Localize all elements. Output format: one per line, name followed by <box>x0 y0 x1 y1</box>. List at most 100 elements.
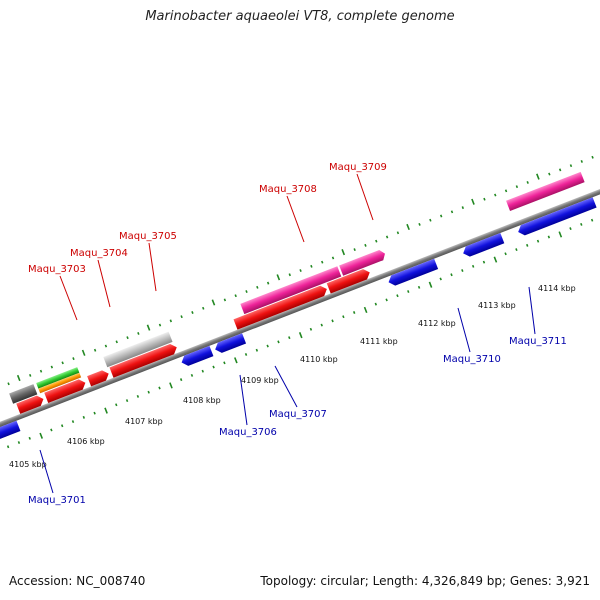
tick-mark <box>245 290 248 293</box>
cds-lightgray <box>103 331 173 368</box>
tick-mark <box>342 315 345 319</box>
tick-mark <box>493 256 498 263</box>
cds-green <box>36 367 80 389</box>
tick-mark <box>17 441 21 444</box>
cds-red-3 <box>87 370 109 387</box>
tick-mark <box>310 264 313 268</box>
tick-mark <box>223 298 227 302</box>
tick-mark <box>548 172 551 176</box>
tick-mark <box>407 290 410 293</box>
cds-pink-long <box>240 266 342 315</box>
tick-mark <box>60 424 64 428</box>
tick-mark <box>352 311 356 314</box>
tick-mark <box>61 361 64 365</box>
tick-mark <box>81 349 86 356</box>
tick-mark <box>569 164 573 168</box>
callout-line <box>286 195 305 243</box>
cds-blue-6 <box>463 233 505 257</box>
tick-label: 4107 kbp <box>125 417 163 426</box>
callout-line <box>239 374 248 426</box>
tick-mark <box>353 248 356 252</box>
tick-mark <box>82 415 86 419</box>
tick-mark <box>288 336 291 340</box>
tick-mark <box>256 285 259 289</box>
tick-mark <box>439 214 443 218</box>
tick-mark <box>364 243 367 247</box>
forward-tick-row <box>7 155 594 386</box>
reverse-tick-row <box>6 218 594 449</box>
tick-mark <box>536 239 540 243</box>
tick-mark <box>482 260 486 264</box>
tick-mark <box>471 198 475 205</box>
cds-blue-7 <box>518 197 597 236</box>
tick-mark <box>255 348 259 352</box>
cds-red-5 <box>233 285 327 330</box>
tick-mark <box>504 252 507 256</box>
cds-red-1 <box>16 395 44 414</box>
tick-label: 4114 kbp <box>538 284 576 293</box>
tick-mark <box>169 382 173 389</box>
tick-mark <box>50 365 54 369</box>
tick-label: 4108 kbp <box>183 396 221 405</box>
tick-mark <box>536 173 540 180</box>
tick-label: 4109 kbp <box>241 376 279 385</box>
callout-line <box>148 242 157 292</box>
tick-mark <box>16 374 21 382</box>
tick-mark <box>526 180 529 184</box>
tick-label: 4106 kbp <box>67 437 105 446</box>
tick-mark <box>299 269 302 272</box>
tick-mark <box>72 357 75 361</box>
tick-mark <box>126 336 129 340</box>
tick-mark <box>298 332 303 339</box>
gene-label[interactable]: Maqu_3708 <box>259 184 317 195</box>
tick-mark <box>504 189 508 193</box>
tick-labels: 4105 kbp 4106 kbp 4107 kbp 4108 kbp 4109 kbp… <box>9 284 576 469</box>
genome-summary-text: Topology: circular; Length: 4,326,849 bp… <box>260 574 590 588</box>
tick-mark <box>515 248 518 252</box>
gene-label[interactable]: Maqu_3710 <box>443 354 501 365</box>
tick-mark <box>244 352 248 356</box>
tick-mark <box>137 332 140 335</box>
tick-mark <box>483 197 486 201</box>
tick-mark <box>104 407 108 414</box>
gene-label[interactable]: Maqu_3711 <box>509 336 567 347</box>
gene-label[interactable]: Maqu_3705 <box>119 231 177 242</box>
tick-mark <box>288 273 291 277</box>
gene-label[interactable]: Maqu_3701 <box>28 495 86 506</box>
tick-mark <box>211 299 216 306</box>
tick-mark <box>471 264 475 268</box>
tick-mark <box>341 249 346 256</box>
tick-mark <box>450 273 453 277</box>
tick-label: 4105 kbp <box>9 460 47 469</box>
tick-mark <box>191 311 194 314</box>
gene-label[interactable]: Maqu_3707 <box>269 409 327 420</box>
tick-mark <box>71 420 75 424</box>
cds-blue-3 <box>181 345 214 366</box>
cds-red-2 <box>44 379 86 404</box>
tick-mark <box>39 432 44 439</box>
tick-mark <box>494 193 497 197</box>
tick-mark <box>39 369 43 373</box>
tick-mark <box>461 269 464 273</box>
gene-label[interactable]: Maqu_3706 <box>219 427 277 438</box>
callout-line <box>97 259 111 308</box>
cds-pink-edge <box>506 171 585 212</box>
tick-mark <box>515 185 519 189</box>
tick-mark <box>417 285 421 289</box>
tick-mark <box>7 382 10 386</box>
tick-mark <box>385 235 389 239</box>
genome-backbone <box>0 123 600 491</box>
gene-label[interactable]: Maqu_3704 <box>70 248 128 259</box>
forward-features <box>9 171 585 414</box>
tick-mark <box>406 223 410 231</box>
tick-mark <box>158 323 162 327</box>
gene-label[interactable]: Maqu_3709 <box>329 162 387 173</box>
tick-mark <box>115 340 118 344</box>
tick-mark <box>590 218 594 222</box>
cds-blue-5 <box>388 258 439 286</box>
callout-line <box>39 449 54 494</box>
tick-mark <box>212 365 215 369</box>
gene-label[interactable]: Maqu_3703 <box>28 264 86 275</box>
tick-mark <box>428 281 433 288</box>
